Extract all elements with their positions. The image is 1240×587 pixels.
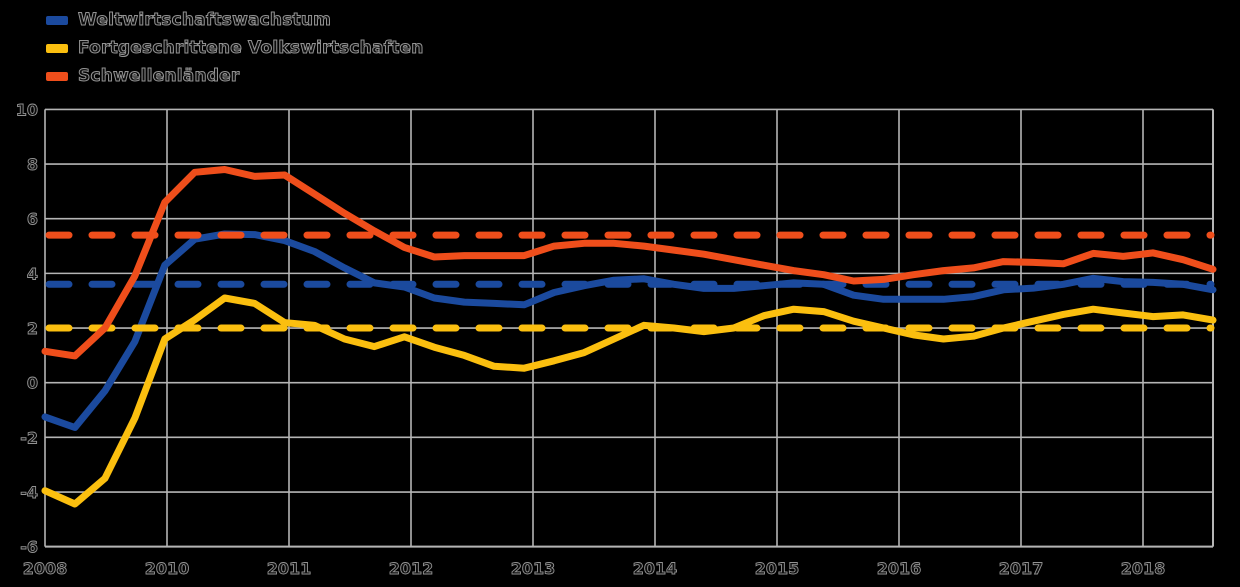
legend-label-emerging-markets: Schwellenländer [77,66,240,87]
x-axis-tick-label: 2013 [511,559,556,578]
legend-label-world: Weltwirtschaftswachstum [77,10,332,31]
series-line-emerging [41,166,1217,360]
y-axis-tick-label: -6 [20,538,38,557]
x-axis-tick-label: 2011 [267,559,312,578]
legend-label-advanced-economies: Fortgeschrittene Volkswirtschaften [78,38,424,59]
y-axis-tick-label: 4 [27,264,38,283]
legend-item-advanced-economies: Fortgeschrittene Volkswirtschaften [46,34,424,62]
x-axis-tick-label: 2010 [145,559,190,578]
y-axis-tick-label: -4 [20,483,38,502]
x-axis-tick-label: 2017 [999,559,1044,578]
y-axis-tick-label: 2 [27,319,38,338]
legend-item-world: Weltwirtschaftswachstum [46,6,424,34]
x-axis-tick-label: 2014 [633,559,678,578]
blue-line-swatch [46,15,68,25]
y-axis-tick-label: 10 [16,100,38,119]
y-axis-tick-label: -2 [20,428,38,447]
yellow-line-swatch [46,43,68,53]
series-line-advanced [41,294,1217,508]
x-axis-tick-label: 2016 [877,559,922,578]
chart-legend: Weltwirtschaftswachstum Fortgeschrittene… [46,6,424,90]
y-axis-tick-label: 6 [27,210,38,229]
orange-line-swatch [46,71,68,81]
y-axis-tick-label: 0 [27,374,38,393]
y-axis-tick-label: 8 [27,155,38,174]
x-axis-tick-label: 2015 [755,559,800,578]
x-axis-tick-label: 2008 [23,559,68,578]
x-axis-tick-label: 2018 [1121,559,1166,578]
legend-item-emerging-markets: Schwellenländer [46,62,424,90]
x-axis-tick-label: 2012 [389,559,434,578]
